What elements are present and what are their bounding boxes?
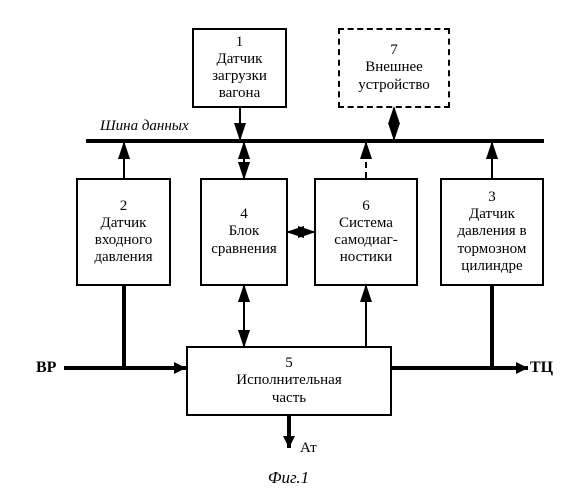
node-6-text: Система самодиаг- ностики — [334, 215, 398, 267]
node-1-num: 1 — [236, 34, 244, 51]
data-bus — [86, 139, 544, 143]
node-7-text: Внешнее устройство — [358, 59, 430, 94]
bus-label: Шина данных — [100, 118, 189, 135]
node-3: 3 Датчик давления в тормозном цилиндре — [440, 178, 544, 286]
node-4-text: Блок сравнения — [211, 223, 277, 258]
node-4: 4 Блок сравнения — [200, 178, 288, 286]
figure-caption: Фиг.1 — [268, 468, 309, 488]
node-5-num: 5 — [285, 355, 293, 372]
node-5: 5 Исполнительная часть — [186, 346, 392, 416]
node-2-text: Датчик входного давления — [94, 215, 152, 267]
diagram-canvas: Шина данных 1 Датчик загрузки вагона 7 В… — [0, 0, 577, 500]
node-4-num: 4 — [240, 206, 248, 223]
node-1: 1 Датчик загрузки вагона — [192, 28, 287, 108]
node-7: 7 Внешнее устройство — [338, 28, 450, 108]
label-tc: ТЦ — [530, 359, 553, 377]
node-6: 6 Система самодиаг- ностики — [314, 178, 418, 286]
node-2-num: 2 — [120, 198, 128, 215]
label-vr: ВР — [36, 359, 56, 377]
label-at: Ат — [300, 440, 317, 457]
node-3-text: Датчик давления в тормозном цилиндре — [457, 206, 526, 275]
node-2: 2 Датчик входного давления — [76, 178, 171, 286]
node-5-text: Исполнительная часть — [236, 372, 341, 407]
node-3-num: 3 — [488, 189, 496, 206]
node-1-text: Датчик загрузки вагона — [212, 51, 267, 103]
node-7-num: 7 — [390, 42, 398, 59]
node-6-num: 6 — [362, 198, 370, 215]
